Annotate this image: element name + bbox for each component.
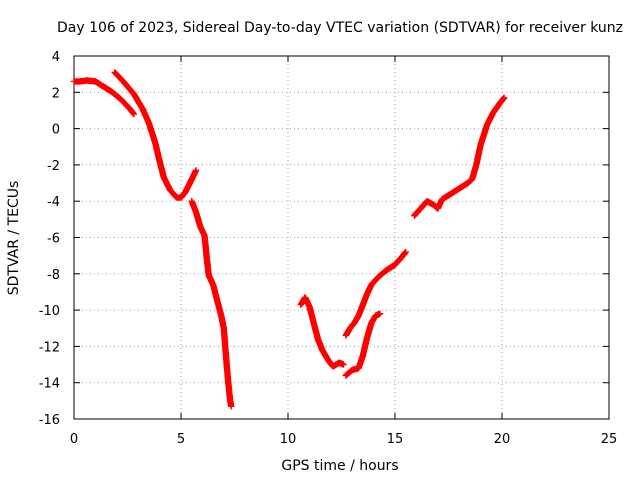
y-tick-label: -4 [47,195,60,210]
y-tick-label: -2 [47,159,60,174]
x-tick-labels: 0 5 10 15 20 25 [70,432,617,447]
data-point-markers [342,248,409,339]
chart-title: Day 106 of 2023, Sidereal Day-to-day VTE… [57,20,623,36]
y-tick-label: -6 [47,232,60,247]
y-tick-label: -12 [39,340,60,355]
y-tick-label: -10 [39,304,60,319]
x-axis-label: GPS time / hours [281,458,398,474]
x-tick-label: 15 [387,432,404,447]
data-points [70,69,508,410]
x-tick-label: 25 [601,432,618,447]
data-point-markers [70,77,138,118]
x-tick-label: 5 [177,432,185,447]
grid-lines [74,56,609,419]
data-point-markers [297,294,347,370]
series-segment-2 [111,69,200,201]
series-segment-1 [70,77,138,118]
y-tick-label: 2 [52,86,60,101]
y-axis-label: SDTVAR / TECUs [6,181,22,296]
y-tick-label: 0 [52,123,60,138]
data-point-markers [411,94,508,219]
x-tick-label: 0 [70,432,78,447]
x-tick-label: 10 [280,432,297,447]
series-segment-5 [342,248,409,339]
y-tick-label: -8 [47,268,60,283]
data-point-markers [111,69,200,201]
tick-marks [73,55,610,420]
series-segment-6 [342,310,384,379]
series-segment-4 [297,294,347,370]
y-tick-labels: -16 -14 -12 -10 -8 -6 -4 -2 0 2 4 [39,50,60,428]
series-segment-3 [188,198,235,410]
y-tick-label: -16 [39,413,60,428]
data-point-markers [342,310,384,379]
x-tick-label: 20 [494,432,511,447]
data-point-markers [188,198,235,410]
y-tick-label: -14 [39,377,60,392]
series-segment-7 [411,94,508,219]
y-tick-label: 4 [52,50,60,65]
